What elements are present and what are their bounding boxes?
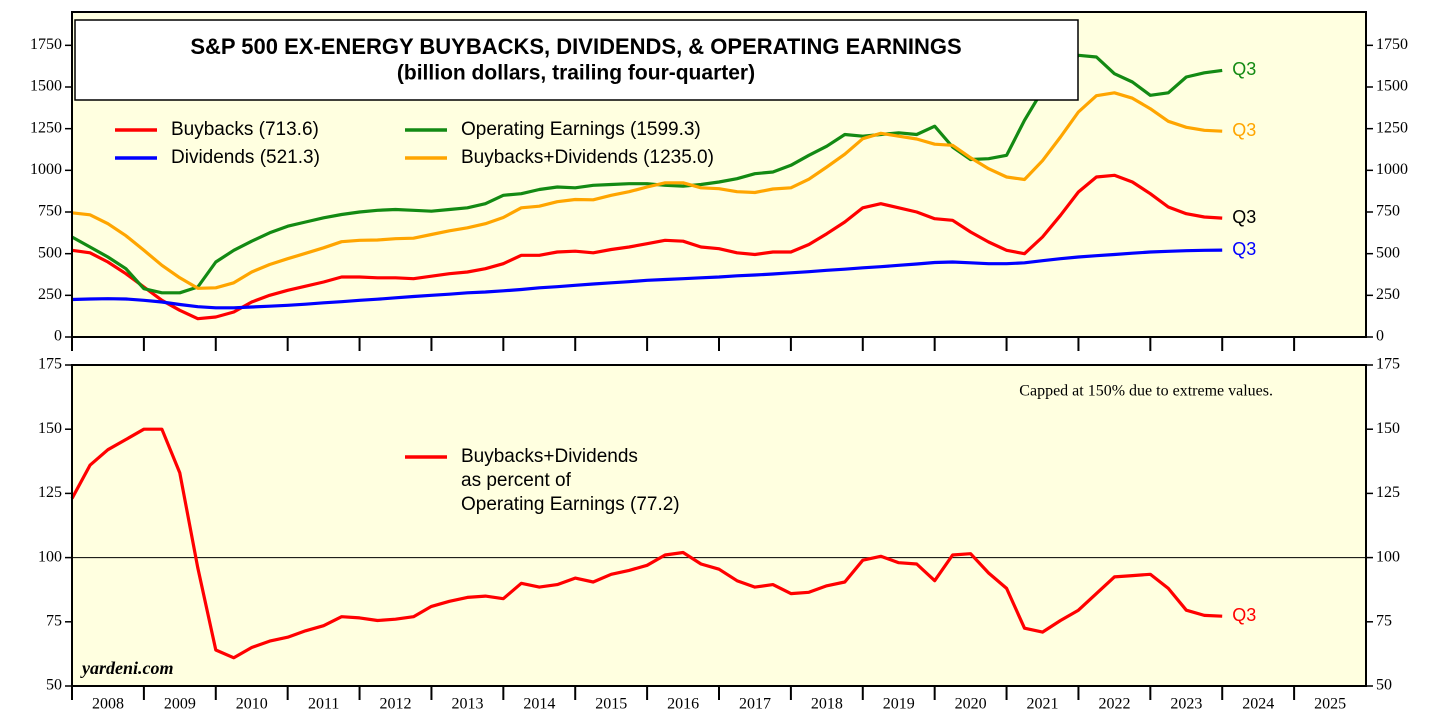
- y-tick-label: 750: [38, 203, 62, 220]
- y-tick-label: 50: [1376, 677, 1392, 694]
- x-tick-label: 2023: [1170, 696, 1202, 713]
- plot-area: [72, 365, 1366, 686]
- x-tick-label: 2021: [1027, 696, 1059, 713]
- y-tick-label: 100: [1376, 548, 1400, 565]
- y-tick-label: 125: [38, 484, 62, 501]
- y-tick-label: 1750: [30, 36, 62, 53]
- legend-label: Dividends (521.3): [171, 147, 320, 168]
- plot-frame: [71, 11, 1367, 338]
- y-tick-label: 1750: [1376, 36, 1408, 53]
- series-line: [70, 427, 1223, 660]
- y-tick-label: 0: [54, 328, 62, 345]
- y-tick-label: 500: [38, 244, 62, 261]
- x-tick-label: 2020: [955, 696, 987, 713]
- end-label: Q3: [1232, 59, 1256, 79]
- y-tick-label: 1250: [30, 119, 62, 136]
- title-box: [74, 19, 1079, 101]
- series-line: [71, 173, 1223, 321]
- series-line: [71, 53, 1223, 295]
- end-label: Q3: [1232, 120, 1256, 140]
- end-label: Q3: [1232, 605, 1256, 625]
- x-tick-label: 2016: [667, 696, 699, 713]
- y-tick-label: 150: [1376, 420, 1400, 437]
- x-tick-label: 2015: [595, 696, 627, 713]
- x-tick-label: 2012: [380, 696, 412, 713]
- x-tick-label: 2025: [1314, 696, 1346, 713]
- plot-frame: [71, 364, 1367, 687]
- y-tick-label: 1000: [30, 161, 62, 178]
- y-tick-label: 125: [1376, 484, 1400, 501]
- y-tick-label: 175: [1376, 356, 1400, 373]
- x-tick-label: 2024: [1242, 696, 1274, 713]
- series-line: [71, 248, 1223, 310]
- legend-label: Buybacks+Dividends: [461, 446, 638, 467]
- legend-label: Operating Earnings (1599.3): [461, 119, 701, 140]
- x-tick-label: 2017: [739, 696, 771, 713]
- chart-title: S&P 500 EX-ENERGY BUYBACKS, DIVIDENDS, &…: [190, 34, 961, 59]
- y-tick-label: 250: [1376, 286, 1400, 303]
- legend-label: Buybacks+Dividends (1235.0): [461, 147, 714, 168]
- x-tick-label: 2014: [523, 696, 555, 713]
- end-label: Q3: [1232, 207, 1256, 227]
- y-tick-label: 1000: [1376, 161, 1408, 178]
- x-tick-label: 2010: [236, 696, 268, 713]
- series-line: [71, 91, 1223, 290]
- y-tick-label: 1500: [30, 78, 62, 95]
- y-tick-label: 1500: [1376, 78, 1408, 95]
- y-tick-label: 150: [38, 420, 62, 437]
- y-tick-label: 1250: [1376, 119, 1408, 136]
- x-tick-label: 2019: [883, 696, 915, 713]
- y-tick-label: 100: [38, 548, 62, 565]
- y-tick-label: 50: [46, 677, 62, 694]
- y-tick-label: 500: [1376, 244, 1400, 261]
- source: yardeni.com: [80, 658, 174, 678]
- x-tick-label: 2013: [451, 696, 483, 713]
- y-tick-label: 750: [1376, 203, 1400, 220]
- x-tick-label: 2008: [92, 696, 124, 713]
- x-tick-label: 2009: [164, 696, 196, 713]
- y-tick-label: 75: [46, 612, 62, 629]
- y-tick-label: 0: [1376, 328, 1384, 345]
- legend-label: Operating Earnings (77.2): [461, 494, 680, 515]
- y-tick-label: 75: [1376, 612, 1392, 629]
- annotation: Capped at 150% due to extreme values.: [1019, 383, 1273, 400]
- y-tick-label: 250: [38, 286, 62, 303]
- end-label: Q3: [1232, 239, 1256, 259]
- x-tick-label: 2018: [811, 696, 843, 713]
- chart-subtitle: (billion dollars, trailing four-quarter): [397, 62, 755, 85]
- x-tick-label: 2022: [1098, 696, 1130, 713]
- y-tick-label: 175: [38, 356, 62, 373]
- x-tick-label: 2011: [308, 696, 339, 713]
- legend-label: Buybacks (713.6): [171, 119, 319, 140]
- legend-label: as percent of: [461, 470, 572, 491]
